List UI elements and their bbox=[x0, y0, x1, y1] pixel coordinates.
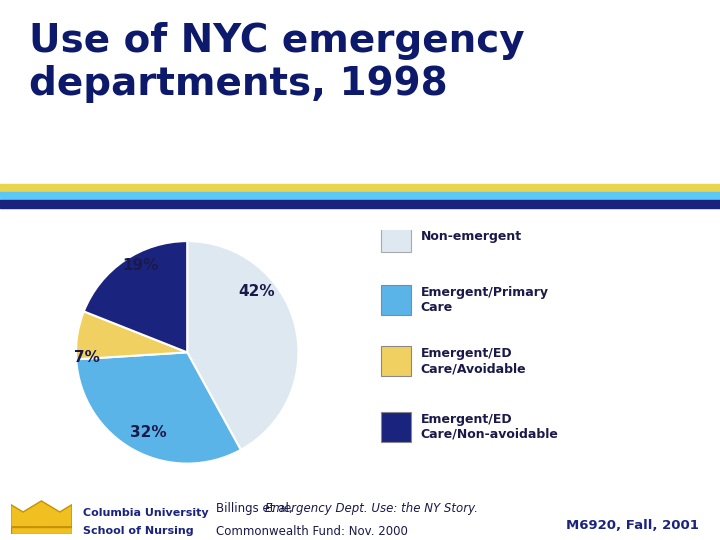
Polygon shape bbox=[11, 501, 72, 527]
Text: Emergency Dept. Use: the NY Story.: Emergency Dept. Use: the NY Story. bbox=[265, 502, 478, 515]
Text: M6920, Fall, 2001: M6920, Fall, 2001 bbox=[565, 519, 698, 532]
Text: Emergent/Primary
Care: Emergent/Primary Care bbox=[420, 286, 549, 314]
Wedge shape bbox=[84, 241, 187, 353]
Wedge shape bbox=[76, 312, 187, 359]
Text: 32%: 32% bbox=[130, 425, 166, 440]
Bar bbox=[381, 285, 411, 315]
Polygon shape bbox=[11, 527, 72, 534]
Wedge shape bbox=[187, 241, 298, 450]
Text: Commonwealth Fund: Nov. 2000: Commonwealth Fund: Nov. 2000 bbox=[216, 525, 408, 538]
Bar bbox=[0, 192, 720, 200]
Text: School of Nursing: School of Nursing bbox=[83, 526, 194, 536]
Text: Non-emergent: Non-emergent bbox=[420, 230, 522, 243]
Text: Emergent/ED
Care/Avoidable: Emergent/ED Care/Avoidable bbox=[420, 347, 526, 375]
Text: Billings et al,: Billings et al, bbox=[216, 502, 297, 515]
Text: 42%: 42% bbox=[238, 284, 274, 299]
Bar bbox=[0, 184, 720, 192]
Text: Use of NYC emergency
departments, 1998: Use of NYC emergency departments, 1998 bbox=[29, 22, 524, 103]
Bar bbox=[381, 221, 411, 252]
Wedge shape bbox=[76, 353, 240, 463]
Bar bbox=[0, 200, 720, 208]
Text: Emergent/ED
Care/Non-avoidable: Emergent/ED Care/Non-avoidable bbox=[420, 413, 559, 441]
Text: Columbia University: Columbia University bbox=[83, 508, 208, 518]
Text: 7%: 7% bbox=[74, 350, 100, 366]
Text: 19%: 19% bbox=[122, 258, 158, 273]
Bar bbox=[381, 411, 411, 442]
Bar bbox=[381, 346, 411, 376]
